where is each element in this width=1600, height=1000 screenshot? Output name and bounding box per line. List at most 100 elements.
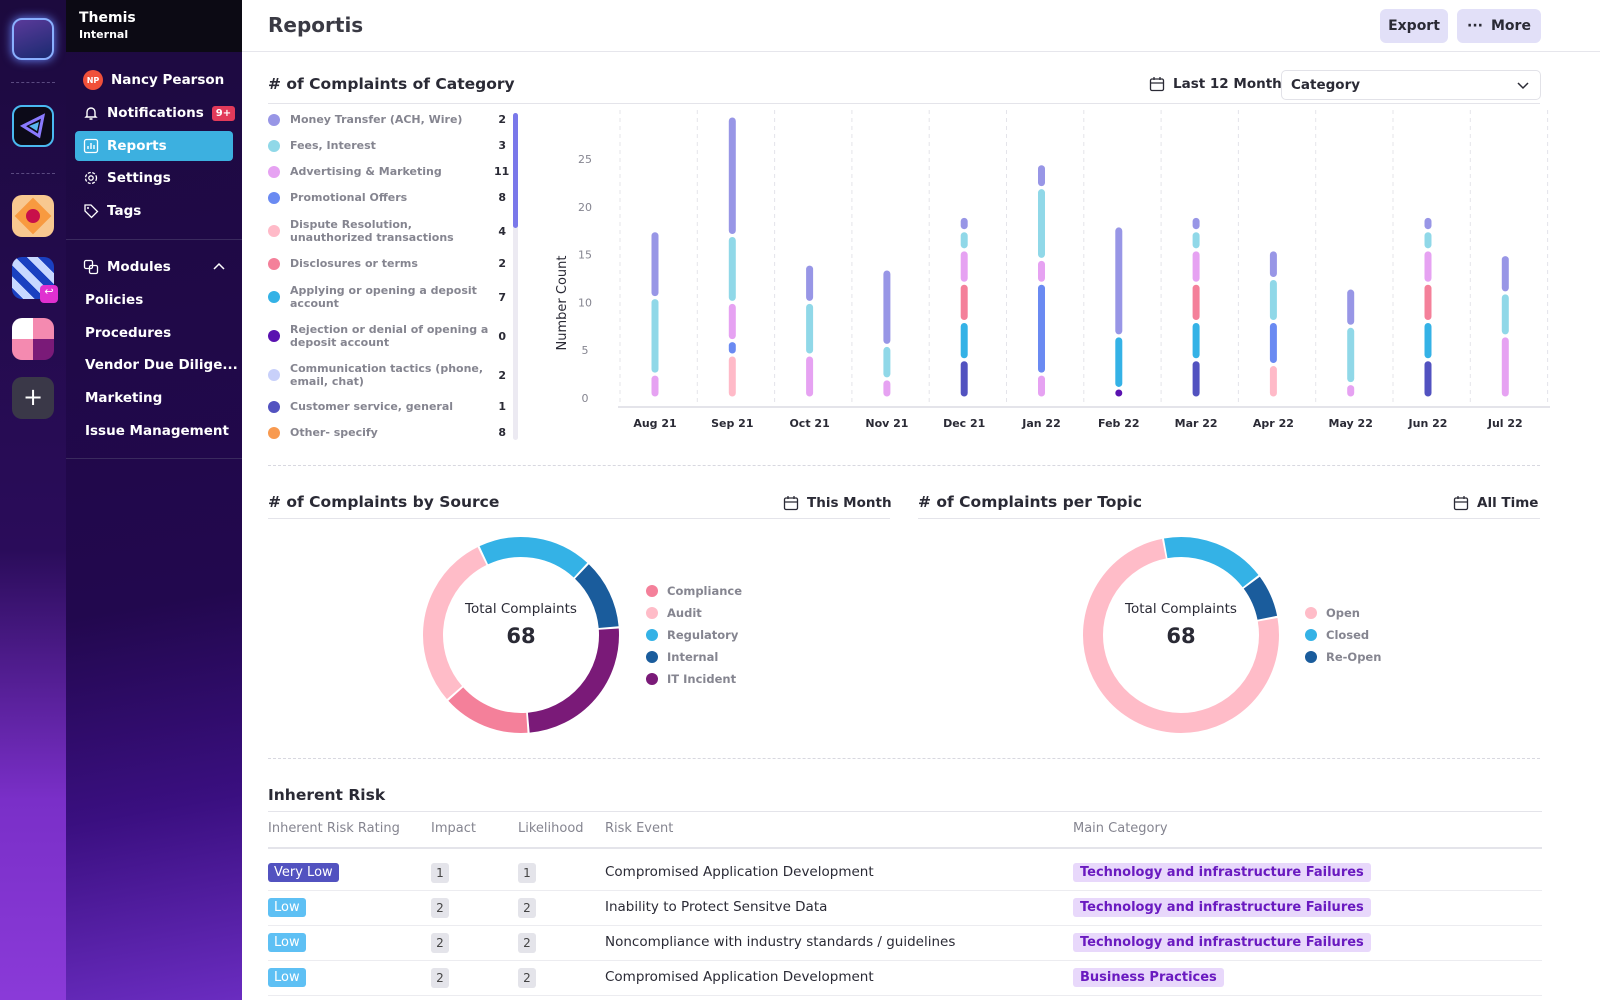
legend-color-dot xyxy=(268,400,280,413)
category-legend-item[interactable]: Dispute Resolution, unauthorized transac… xyxy=(268,218,506,244)
legend-label: Money Transfer (ACH, Wire) xyxy=(290,113,463,126)
legend-color-dot xyxy=(268,426,280,439)
donut-slice[interactable] xyxy=(421,535,621,735)
workspace-app-icon[interactable] xyxy=(12,18,54,60)
y-tick-label: 20 xyxy=(578,201,592,214)
donut-legend-item[interactable]: Closed xyxy=(1305,628,1369,642)
column-header-rating[interactable]: Inherent Risk Rating xyxy=(268,821,400,836)
export-button[interactable]: Export xyxy=(1380,9,1448,43)
impact-value: 2 xyxy=(431,968,449,988)
center-label: Total Complaints xyxy=(1125,601,1237,617)
column-header-likelihood[interactable]: Likelihood xyxy=(518,821,584,836)
brand-title: Themis xyxy=(79,10,136,26)
category-legend-item[interactable]: Rejection or denial of opening a deposit… xyxy=(268,323,506,349)
page-title: Reportis xyxy=(268,13,364,37)
notification-badge: 9+ xyxy=(211,105,236,121)
sidebar-item-reports[interactable]: Reports xyxy=(75,131,233,161)
category-legend-item[interactable]: Money Transfer (ACH, Wire) 2 xyxy=(268,113,506,126)
legend-scrollbar-thumb[interactable] xyxy=(513,113,518,228)
table-row[interactable]: Low 2 2 Noncompliance with industry stan… xyxy=(268,926,1542,961)
table-row[interactable]: Very Low 1 1 Compromised Application Dev… xyxy=(268,856,1542,891)
y-tick-label: 5 xyxy=(582,344,589,357)
total-complaints: 68 xyxy=(506,624,536,648)
donut-slice[interactable] xyxy=(421,535,621,735)
category-legend-item[interactable]: Disclosures or terms 2 xyxy=(268,257,506,270)
category-legend-item[interactable]: Promotional Offers 8 xyxy=(268,191,506,204)
inherent-risk-title: Inherent Risk xyxy=(268,786,386,804)
chevron-up-icon xyxy=(213,262,225,270)
sidebar-item-label: Settings xyxy=(107,170,171,186)
date-filter-all-time[interactable]: All Time xyxy=(1453,495,1538,511)
calendar-icon xyxy=(783,496,799,511)
legend-color-dot xyxy=(268,139,280,152)
donut-legend-item[interactable]: Regulatory xyxy=(646,628,738,642)
legend-count: 11 xyxy=(494,165,510,178)
date-filter-this-month[interactable]: This Month xyxy=(783,495,892,511)
module-marketing[interactable]: Marketing xyxy=(85,390,163,406)
legend-label: Fees, Interest xyxy=(290,139,376,152)
source-chart-title: # of Complaints by Source xyxy=(268,493,500,511)
donut-slice[interactable] xyxy=(423,537,619,733)
column-header-main-category[interactable]: Main Category xyxy=(1073,821,1168,836)
category-legend-item[interactable]: Fees, Interest 3 xyxy=(268,139,506,152)
sidebar-item-notifications[interactable]: Notifications 9+ xyxy=(75,98,236,128)
donut-slice[interactable] xyxy=(423,537,619,733)
legend-color-dot xyxy=(268,191,280,204)
legend-color-dot xyxy=(268,369,280,381)
user-profile[interactable]: NP Nancy Pearson xyxy=(75,65,233,95)
y-tick-label: 25 xyxy=(578,153,592,166)
add-app-button[interactable]: + xyxy=(12,377,54,419)
risk-rating-badge: Low xyxy=(268,898,306,917)
legend-color-dot xyxy=(646,629,658,641)
module-issue-management[interactable]: Issue Management xyxy=(85,423,229,439)
topic-donut-chart xyxy=(1081,535,1281,735)
divider xyxy=(268,811,1542,812)
donut-legend-item[interactable]: Re-Open xyxy=(1305,650,1381,664)
app-icon-orange[interactable] xyxy=(12,195,54,237)
donut-legend-item[interactable]: Audit xyxy=(646,606,702,620)
legend-scrollbar[interactable] xyxy=(513,113,518,440)
x-tick-label: Feb 22 xyxy=(1098,417,1140,430)
donut-legend-item[interactable]: Open xyxy=(1305,606,1360,620)
table-row[interactable]: Low 2 2 Compromised Application Developm… xyxy=(268,961,1542,996)
x-tick-label: Aug 21 xyxy=(633,417,676,430)
app-icon-pink[interactable] xyxy=(12,318,54,360)
category-legend-item[interactable]: Customer service, general 1 xyxy=(268,400,506,413)
category-legend-item[interactable]: Advertising & Marketing 11 xyxy=(268,165,510,178)
sidebar-item-tags[interactable]: Tags xyxy=(75,196,233,226)
category-legend-item[interactable]: Applying or opening a deposit account 7 xyxy=(268,284,506,310)
column-header-risk-event[interactable]: Risk Event xyxy=(605,821,674,836)
more-button[interactable]: ··· More xyxy=(1457,9,1541,43)
table-row[interactable]: Low 2 2 Inability to Protect Sensitve Da… xyxy=(268,891,1542,926)
module-policies[interactable]: Policies xyxy=(85,292,144,308)
impact-value: 2 xyxy=(431,898,449,918)
donut-legend-item[interactable]: Compliance xyxy=(646,584,742,598)
date-filter-last-12-month[interactable]: Last 12 Month xyxy=(1149,76,1282,92)
category-legend-item[interactable]: Communication tactics (phone, email, cha… xyxy=(268,362,506,388)
user-name: Nancy Pearson xyxy=(111,72,225,88)
divider xyxy=(268,518,890,519)
column-header-impact[interactable]: Impact xyxy=(431,821,476,836)
category-select[interactable]: Category xyxy=(1281,70,1541,100)
donut-slice[interactable] xyxy=(421,535,621,735)
module-vendor-due-diligence[interactable]: Vendor Due Dilige... xyxy=(85,357,238,373)
app-rail: ↩ + xyxy=(0,0,66,1000)
donut-legend-item[interactable]: IT Incident xyxy=(646,672,736,686)
themis-app-icon[interactable] xyxy=(12,105,54,147)
impact-value: 2 xyxy=(431,933,449,953)
legend-color-dot xyxy=(268,291,280,303)
module-procedures[interactable]: Procedures xyxy=(85,325,172,341)
app-icon-pattern[interactable]: ↩ xyxy=(12,257,58,303)
y-axis-label: Number Count xyxy=(555,256,570,351)
sidebar-item-settings[interactable]: Settings xyxy=(75,163,233,193)
topic-donut-center: Total Complaints 68 xyxy=(1111,600,1251,648)
category-legend-item[interactable]: Other- specify 8 xyxy=(268,426,506,439)
legend-label: Regulatory xyxy=(667,628,739,642)
impact-value: 1 xyxy=(431,863,449,883)
divider xyxy=(11,173,55,174)
modules-toggle[interactable]: Modules xyxy=(75,252,233,282)
legend-color-dot xyxy=(646,673,658,685)
donut-legend-item[interactable]: Internal xyxy=(646,650,718,664)
donut-slice[interactable] xyxy=(1081,535,1281,735)
risk-event: Noncompliance with industry standards / … xyxy=(605,934,956,950)
